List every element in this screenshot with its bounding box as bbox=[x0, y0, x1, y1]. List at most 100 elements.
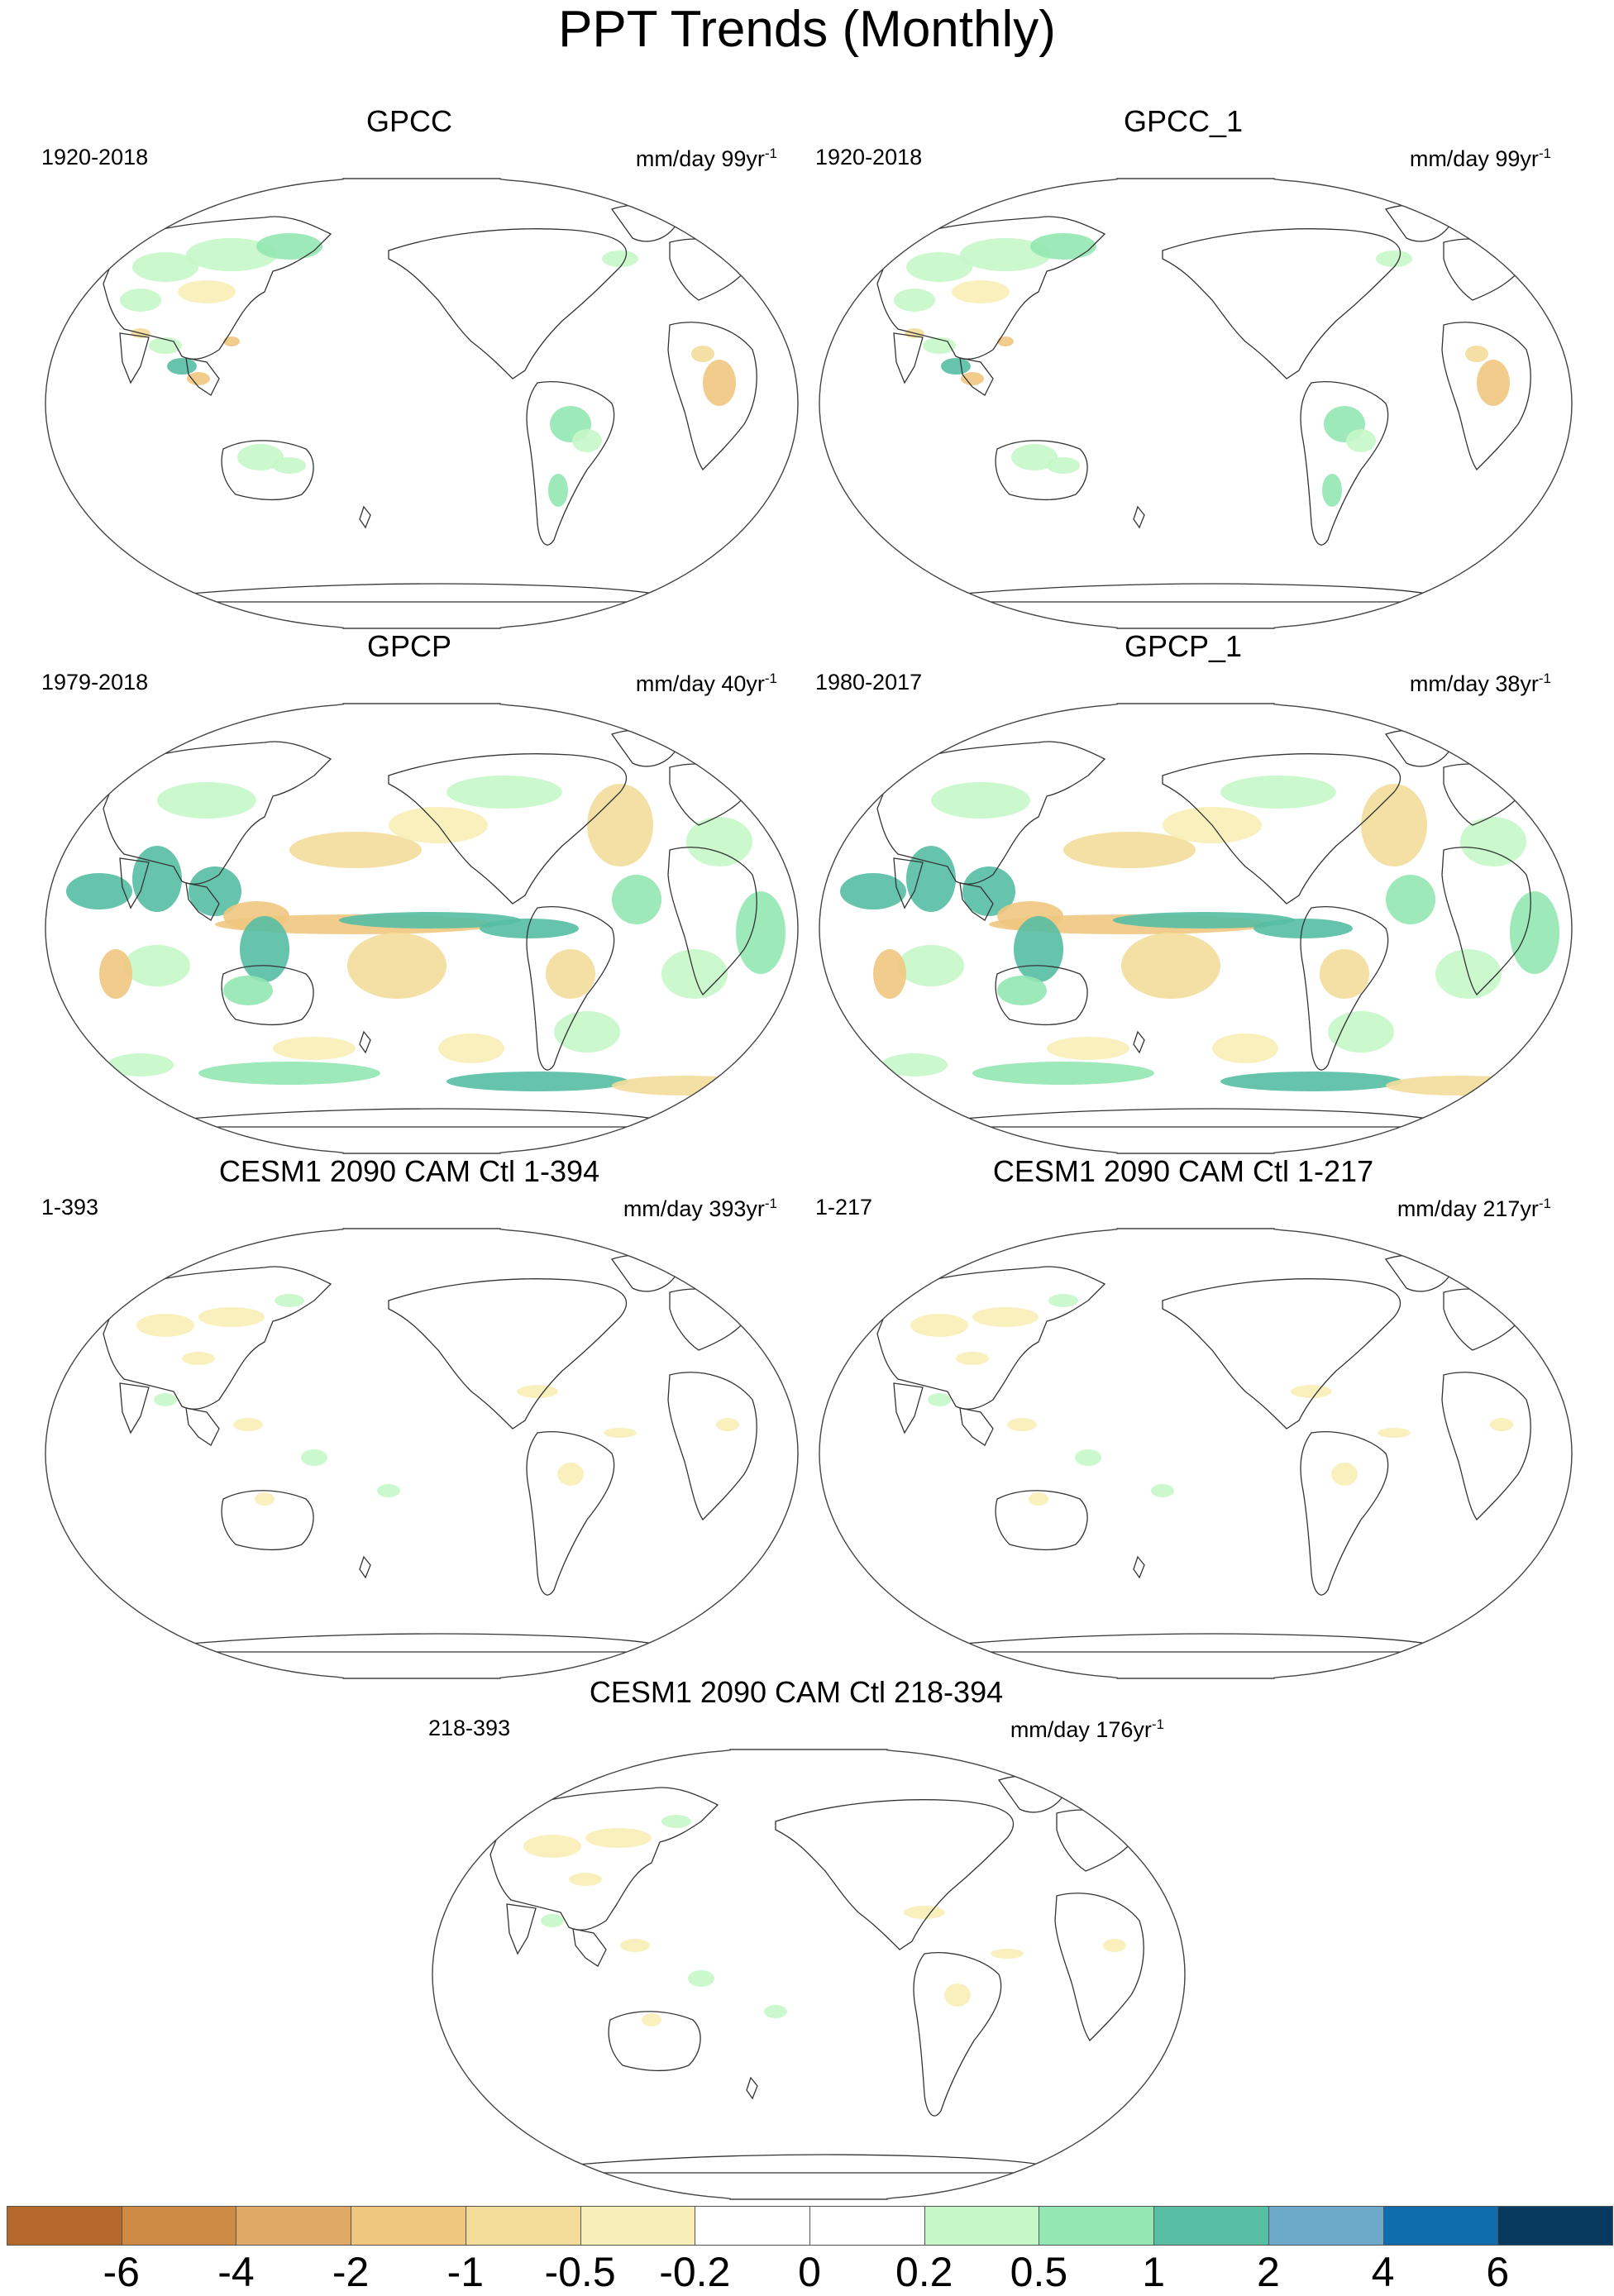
trend-region bbox=[661, 1815, 691, 1828]
panel-title: GPCC_1 bbox=[1123, 104, 1244, 138]
coast-africa bbox=[1441, 1372, 1531, 1521]
trend-region bbox=[1291, 1385, 1332, 1398]
coast-australia bbox=[608, 2011, 701, 2072]
trend-region bbox=[1007, 1418, 1037, 1431]
trend-region bbox=[906, 252, 972, 282]
trend-region bbox=[736, 891, 786, 974]
trend-region bbox=[1113, 912, 1295, 928]
panel-units-exponent: -1 bbox=[1538, 1196, 1551, 1211]
map-border bbox=[819, 178, 1573, 629]
coast-s-america bbox=[1300, 1431, 1389, 1596]
panel-period: 1-393 bbox=[41, 1195, 99, 1220]
coast-s-america bbox=[1300, 906, 1389, 1071]
trend-region bbox=[233, 1418, 263, 1431]
trend-region bbox=[587, 784, 653, 866]
coast-s-america bbox=[1300, 381, 1389, 546]
trend-region bbox=[187, 372, 210, 385]
world-map bbox=[819, 1228, 1573, 1679]
trend-region bbox=[120, 289, 161, 312]
colorbar-segment bbox=[1268, 2206, 1384, 2246]
trend-region bbox=[223, 337, 240, 346]
coast-seasia bbox=[572, 1928, 607, 1967]
trend-region bbox=[1490, 1418, 1513, 1431]
trend-region bbox=[1212, 1033, 1278, 1063]
coast-africa bbox=[667, 847, 757, 996]
panel-units-exponent: -1 bbox=[764, 671, 777, 686]
colorbar bbox=[7, 2206, 1613, 2246]
coast-australia bbox=[995, 440, 1088, 501]
map-panel: CESM1 2090 CAM Ctl 1-217 1-217 mm/day 217y… bbox=[799, 1153, 1573, 1683]
map-panel: CESM1 2090 CAM Ctl 1-394 1-393 mm/day 393y… bbox=[25, 1153, 799, 1683]
world-map bbox=[819, 703, 1573, 1154]
trend-region bbox=[904, 1906, 945, 1919]
colorbar-segment bbox=[1039, 2206, 1155, 2246]
trend-region bbox=[612, 875, 661, 924]
colorbar-segment bbox=[1382, 2206, 1499, 2246]
trend-region bbox=[997, 337, 1014, 346]
colorbar-segment bbox=[809, 2206, 925, 2246]
trend-region bbox=[548, 474, 568, 507]
coast-australia bbox=[221, 965, 314, 1026]
panel-title: CESM1 2090 CAM Ctl 1-394 bbox=[218, 1154, 600, 1188]
trend-region bbox=[554, 1011, 620, 1053]
coast-n-america bbox=[775, 1799, 1015, 1950]
trend-region bbox=[738, 241, 767, 260]
panel-title: GPCP_1 bbox=[1124, 629, 1243, 663]
panel-period: 1920-2018 bbox=[815, 145, 923, 169]
coast-n-america bbox=[388, 753, 628, 905]
trend-region bbox=[928, 1393, 951, 1406]
coast-asia bbox=[103, 216, 332, 360]
trend-region bbox=[620, 1939, 650, 1952]
coast-seasia bbox=[185, 357, 220, 396]
trend-region bbox=[1075, 1449, 1101, 1466]
panel-units-text: mm/day 393yr bbox=[623, 1196, 765, 1221]
trend-region bbox=[1030, 233, 1096, 260]
trend-region bbox=[182, 1352, 215, 1365]
panel-units-text: mm/day 217yr bbox=[1397, 1196, 1539, 1221]
trend-region bbox=[972, 1307, 1039, 1327]
panel-units-text: mm/day 176yr bbox=[1010, 1717, 1152, 1742]
colorbar-segment bbox=[351, 2206, 466, 2246]
trend-region bbox=[198, 1062, 380, 1085]
trend-region bbox=[223, 976, 273, 1005]
colorbar-segment bbox=[580, 2206, 696, 2246]
map-panel: GPCC_1 1920-2018 mm/day 99yr-1 bbox=[799, 103, 1573, 632]
colorbar-tick-label: 6 bbox=[1486, 2249, 1510, 2295]
colorbar-segment bbox=[236, 2206, 352, 2246]
coast-india bbox=[119, 1382, 150, 1434]
trend-region bbox=[273, 457, 306, 474]
trend-region bbox=[256, 233, 322, 260]
trend-region bbox=[1511, 241, 1541, 260]
panel-title: GPCP bbox=[366, 629, 452, 663]
coast-s-america bbox=[526, 1431, 615, 1596]
coast-seasia bbox=[185, 1407, 220, 1446]
colorbar-segment bbox=[7, 2206, 122, 2246]
map-border bbox=[819, 703, 1573, 1154]
colorbar-tick-label: -0.5 bbox=[544, 2249, 616, 2295]
trend-region bbox=[716, 1418, 739, 1431]
trend-region bbox=[1465, 346, 1488, 362]
map-panel: GPCP_1 1980-2017 mm/day 38yr-1 bbox=[799, 628, 1573, 1158]
trend-region bbox=[944, 1983, 971, 2007]
coast-seasia bbox=[959, 357, 994, 396]
trend-region bbox=[157, 782, 256, 819]
coast-india bbox=[506, 1903, 537, 1955]
trend-region bbox=[1151, 1484, 1174, 1497]
panel-title: CESM1 2090 CAM Ctl 218-394 bbox=[589, 1675, 1004, 1709]
world-map bbox=[819, 178, 1573, 629]
colorbar-tick-label: 2 bbox=[1256, 2249, 1280, 2295]
panel-title: CESM1 2090 CAM Ctl 1-217 bbox=[992, 1154, 1374, 1188]
panel-period: 1-217 bbox=[815, 1195, 873, 1220]
map-border bbox=[45, 703, 799, 1154]
coast-n-america bbox=[1162, 753, 1402, 905]
coast-india bbox=[119, 332, 150, 384]
trend-region bbox=[446, 776, 562, 809]
trend-region bbox=[480, 919, 579, 938]
colorbar-tick-label: 0 bbox=[798, 2249, 821, 2295]
trend-region bbox=[910, 1314, 968, 1337]
map-panel: GPCP 1979-2018 mm/day 40yr-1 bbox=[25, 628, 799, 1158]
trend-region bbox=[1378, 1428, 1411, 1438]
colorbar-tick-label: -2 bbox=[332, 2249, 370, 2295]
coast-india bbox=[119, 857, 150, 909]
colorbar-tick-label: 4 bbox=[1371, 2249, 1395, 2295]
